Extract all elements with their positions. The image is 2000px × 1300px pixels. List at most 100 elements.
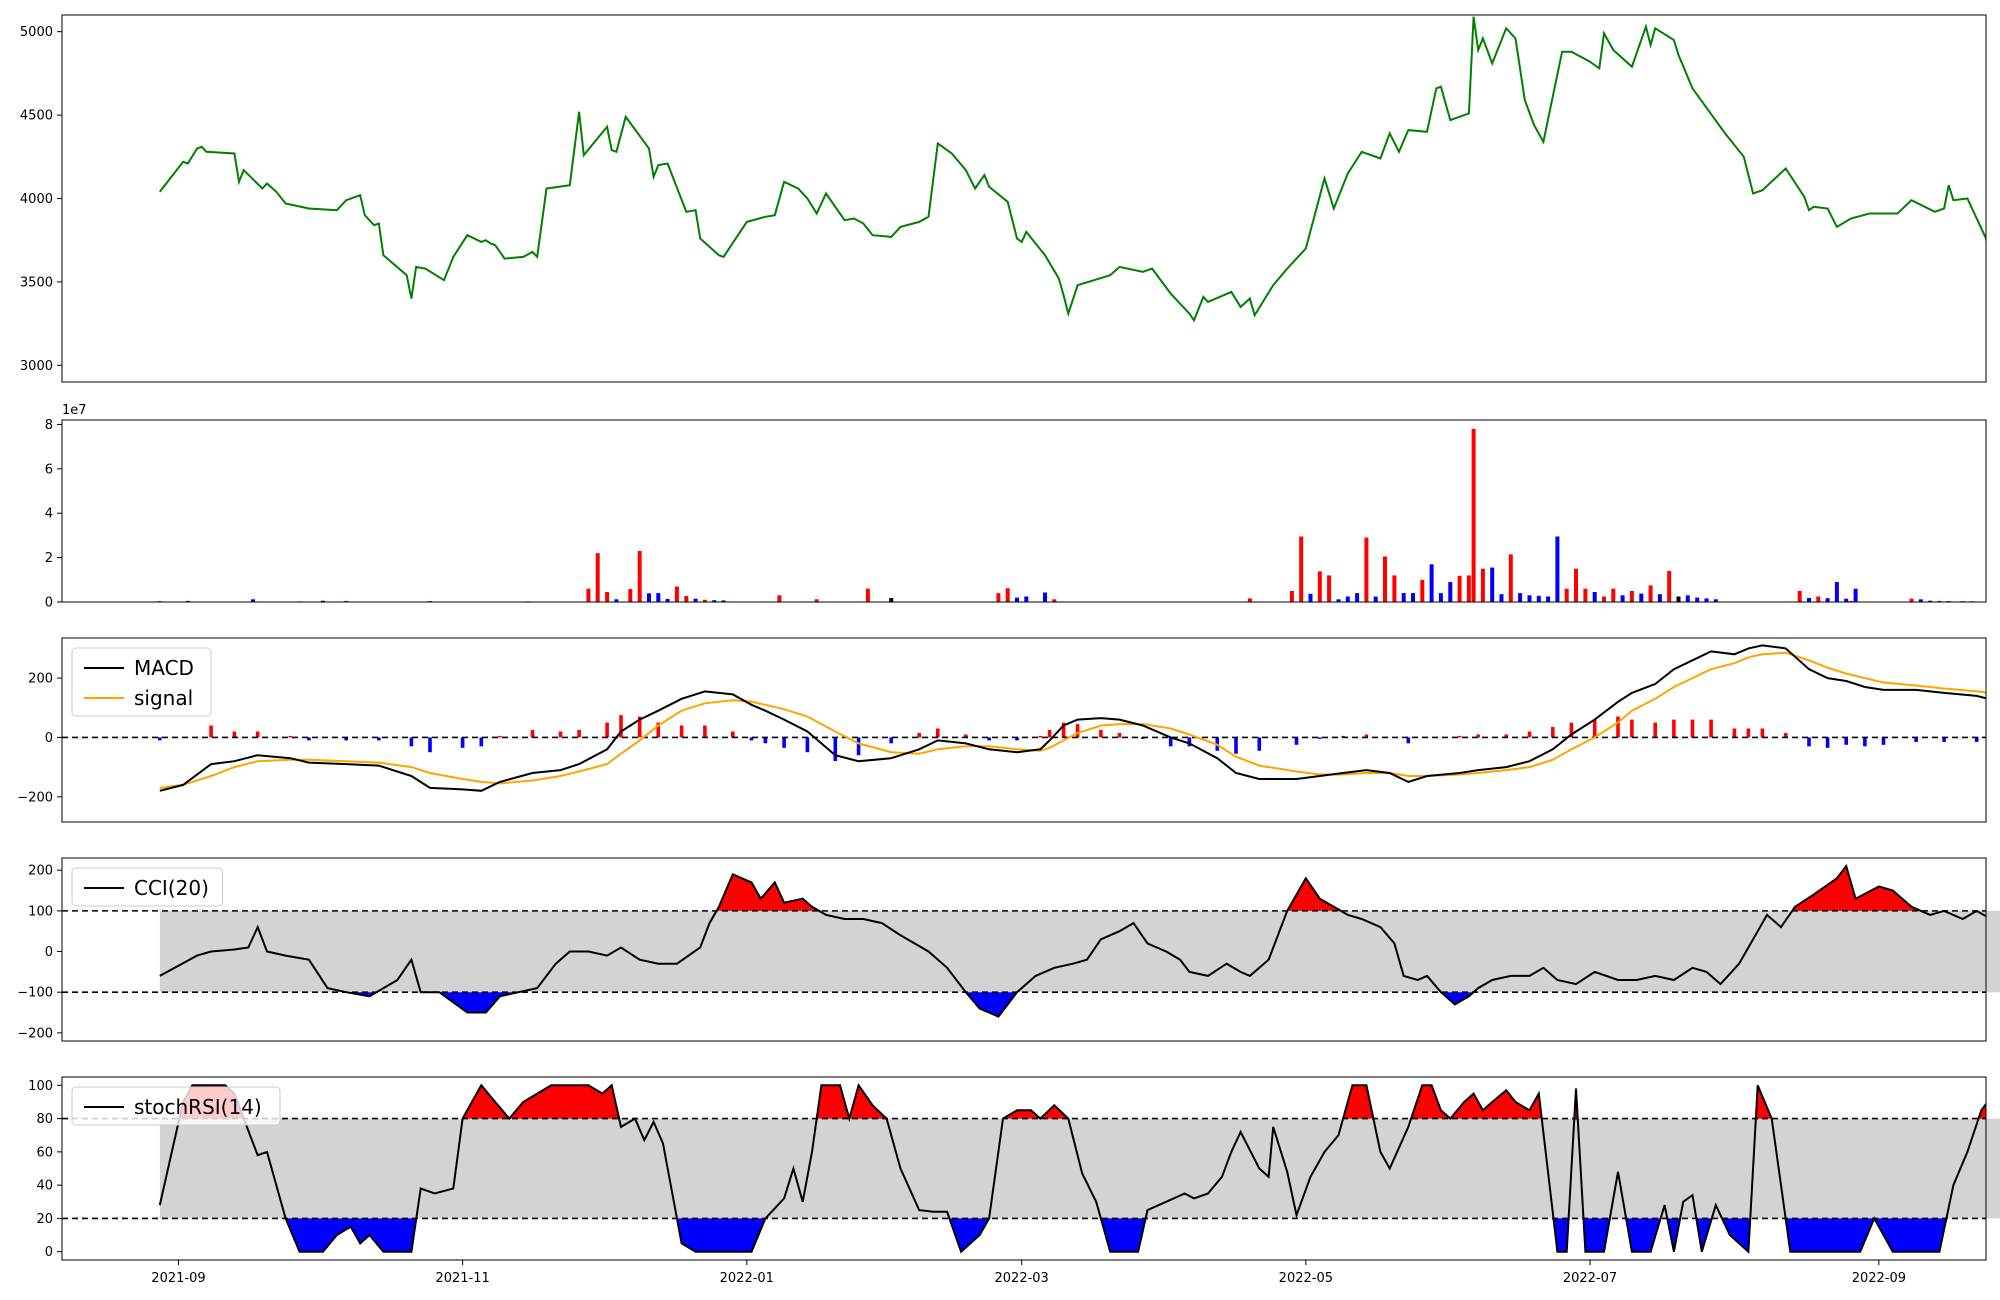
volume-bar — [1364, 537, 1369, 602]
macd-histogram-bar — [1709, 719, 1713, 738]
volume-bar — [1695, 597, 1700, 602]
volume-bar — [251, 599, 255, 602]
volume-bar — [1518, 593, 1523, 602]
y-tick-label: 0 — [45, 1245, 53, 1260]
volume-bar — [702, 599, 707, 602]
volume-bar — [693, 598, 698, 602]
macd-histogram-bar — [964, 734, 968, 738]
y-tick-label: 0 — [45, 945, 53, 960]
macd-histogram-bar — [936, 728, 940, 738]
macd-histogram-bar — [1294, 737, 1299, 745]
macd-histogram-bar — [679, 725, 684, 738]
y-tick-label: 5000 — [20, 25, 53, 40]
y-tick-label: 100 — [28, 1079, 53, 1094]
volume-bar — [628, 589, 633, 602]
volume-bar — [1704, 598, 1709, 602]
macd-histogram-bar — [1690, 719, 1695, 738]
x-tick-label: 2022-05 — [1279, 1271, 1333, 1286]
volume-bar — [1401, 593, 1406, 602]
macd-histogram-bar — [833, 737, 838, 762]
y-tick-label: 60 — [36, 1145, 53, 1160]
macd-histogram-bar — [409, 737, 414, 747]
macd-histogram-bar — [1406, 737, 1411, 744]
volume-bar — [1024, 596, 1029, 602]
volume-bar — [1536, 595, 1541, 602]
volume-bar — [1574, 568, 1578, 602]
macd-histogram-bar — [1672, 719, 1676, 738]
volume-bar — [1308, 593, 1313, 602]
macd-histogram-bar — [1569, 722, 1574, 738]
macd-histogram-bar — [1364, 734, 1369, 738]
macd-histogram-bar — [856, 737, 861, 756]
volume-bar — [1629, 590, 1634, 602]
macd-histogram-bar — [1746, 728, 1751, 738]
volume-bar — [721, 600, 726, 602]
volume-bar — [1015, 597, 1019, 602]
macd-histogram-bar — [917, 733, 921, 738]
legend-box — [71, 867, 223, 907]
volume-bar — [712, 600, 717, 602]
volume-bar — [1383, 556, 1387, 602]
macd-histogram-bar — [1783, 733, 1788, 738]
price-line — [159, 16, 1986, 323]
macd-histogram-bar — [619, 715, 623, 738]
volume-bar — [647, 593, 651, 602]
macd-histogram-bar — [1844, 737, 1848, 745]
volume-bar — [1657, 594, 1662, 602]
macd-histogram-bar — [1047, 730, 1052, 738]
volume-offset-text: 1e7 — [62, 403, 87, 418]
axes-frame — [61, 637, 1987, 823]
macd-histogram-bar — [1807, 737, 1811, 747]
volume-bar — [320, 600, 325, 602]
volume-bar — [614, 599, 619, 602]
volume-bar — [1336, 599, 1341, 602]
y-tick-label: 100 — [28, 904, 53, 919]
macd-histogram-bar — [805, 737, 810, 753]
volume-bar — [1676, 596, 1681, 602]
legend-label: signal — [134, 686, 193, 710]
macd-histogram-bar — [530, 730, 535, 738]
volume-bar — [1448, 582, 1453, 602]
volume-panel: 0 2 4 6 8 1e7 — [45, 403, 1987, 611]
volume-bar — [1299, 536, 1304, 602]
macd-histogram-bar — [288, 735, 293, 738]
y-tick-label: 40 — [36, 1179, 53, 1194]
volume-bar — [344, 600, 349, 602]
macd-histogram-bar — [1457, 735, 1462, 738]
macd-histogram-bar — [1476, 734, 1480, 738]
volume-bar — [1667, 570, 1672, 602]
volume-bar — [1685, 595, 1690, 602]
macd-histogram-bar — [1881, 737, 1886, 745]
volume-bar — [865, 588, 870, 602]
macd-histogram-bar — [987, 737, 991, 741]
volume-bar — [665, 598, 670, 602]
volume-bar — [1043, 592, 1047, 602]
price-panel: 3000 3500 4000 4500 5000 — [20, 14, 1987, 383]
x-tick-label: 2021-09 — [151, 1271, 205, 1286]
y-tick-label: 200 — [28, 864, 53, 879]
volume-bar — [1345, 596, 1350, 602]
volume-bar — [1289, 590, 1294, 602]
macd-histogram-bar — [209, 725, 213, 738]
macd-histogram-bar — [1061, 722, 1066, 738]
volume-bar — [1392, 575, 1397, 602]
y-tick-label: 4 — [45, 507, 53, 522]
volume-bar — [1429, 564, 1434, 602]
macd-histogram-bar — [1863, 737, 1867, 747]
macd-histogram-bar — [460, 737, 465, 748]
macd-histogram-bar — [731, 731, 735, 738]
macd-histogram-bar — [1760, 728, 1765, 738]
volume-bar — [1816, 596, 1821, 602]
macd-histogram-bar — [1616, 716, 1620, 738]
volume-bar — [1317, 571, 1322, 602]
volume-bar — [1918, 599, 1923, 602]
legend-label: stochRSI(14) — [134, 1095, 262, 1119]
y-tick-label: 0 — [45, 731, 53, 746]
macd-histogram-bar — [1551, 727, 1555, 738]
macd-histogram-bar — [1038, 735, 1043, 738]
x-tick-label: 2022-01 — [720, 1271, 774, 1286]
y-tick-label: −200 — [17, 790, 53, 805]
volume-bar — [586, 588, 591, 602]
volume-bar — [1499, 594, 1504, 602]
